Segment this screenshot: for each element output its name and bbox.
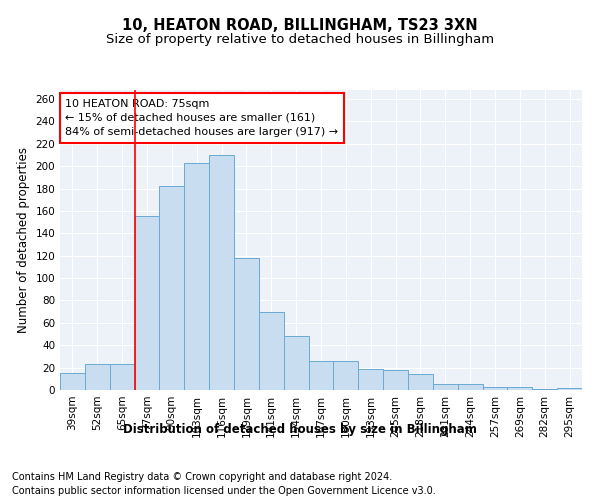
Bar <box>184 163 209 390</box>
Bar <box>259 312 284 390</box>
Bar <box>234 258 259 390</box>
Bar <box>458 384 482 390</box>
Bar <box>85 364 110 390</box>
Bar <box>308 361 334 390</box>
Bar <box>134 216 160 390</box>
Text: 10 HEATON ROAD: 75sqm
← 15% of detached houses are smaller (161)
84% of semi-det: 10 HEATON ROAD: 75sqm ← 15% of detached … <box>65 99 338 137</box>
Text: Contains public sector information licensed under the Open Government Licence v3: Contains public sector information licen… <box>12 486 436 496</box>
Bar <box>408 374 433 390</box>
Text: Size of property relative to detached houses in Billingham: Size of property relative to detached ho… <box>106 32 494 46</box>
Bar <box>433 384 458 390</box>
Bar <box>60 373 85 390</box>
Bar <box>160 186 184 390</box>
Bar <box>334 361 358 390</box>
Y-axis label: Number of detached properties: Number of detached properties <box>17 147 30 333</box>
Bar <box>508 386 532 390</box>
Text: 10, HEATON ROAD, BILLINGHAM, TS23 3XN: 10, HEATON ROAD, BILLINGHAM, TS23 3XN <box>122 18 478 32</box>
Bar <box>532 389 557 390</box>
Bar <box>209 155 234 390</box>
Bar <box>383 370 408 390</box>
Bar <box>358 368 383 390</box>
Text: Distribution of detached houses by size in Billingham: Distribution of detached houses by size … <box>123 422 477 436</box>
Bar <box>284 336 308 390</box>
Bar <box>557 388 582 390</box>
Bar <box>110 364 134 390</box>
Text: Contains HM Land Registry data © Crown copyright and database right 2024.: Contains HM Land Registry data © Crown c… <box>12 472 392 482</box>
Bar <box>482 386 508 390</box>
